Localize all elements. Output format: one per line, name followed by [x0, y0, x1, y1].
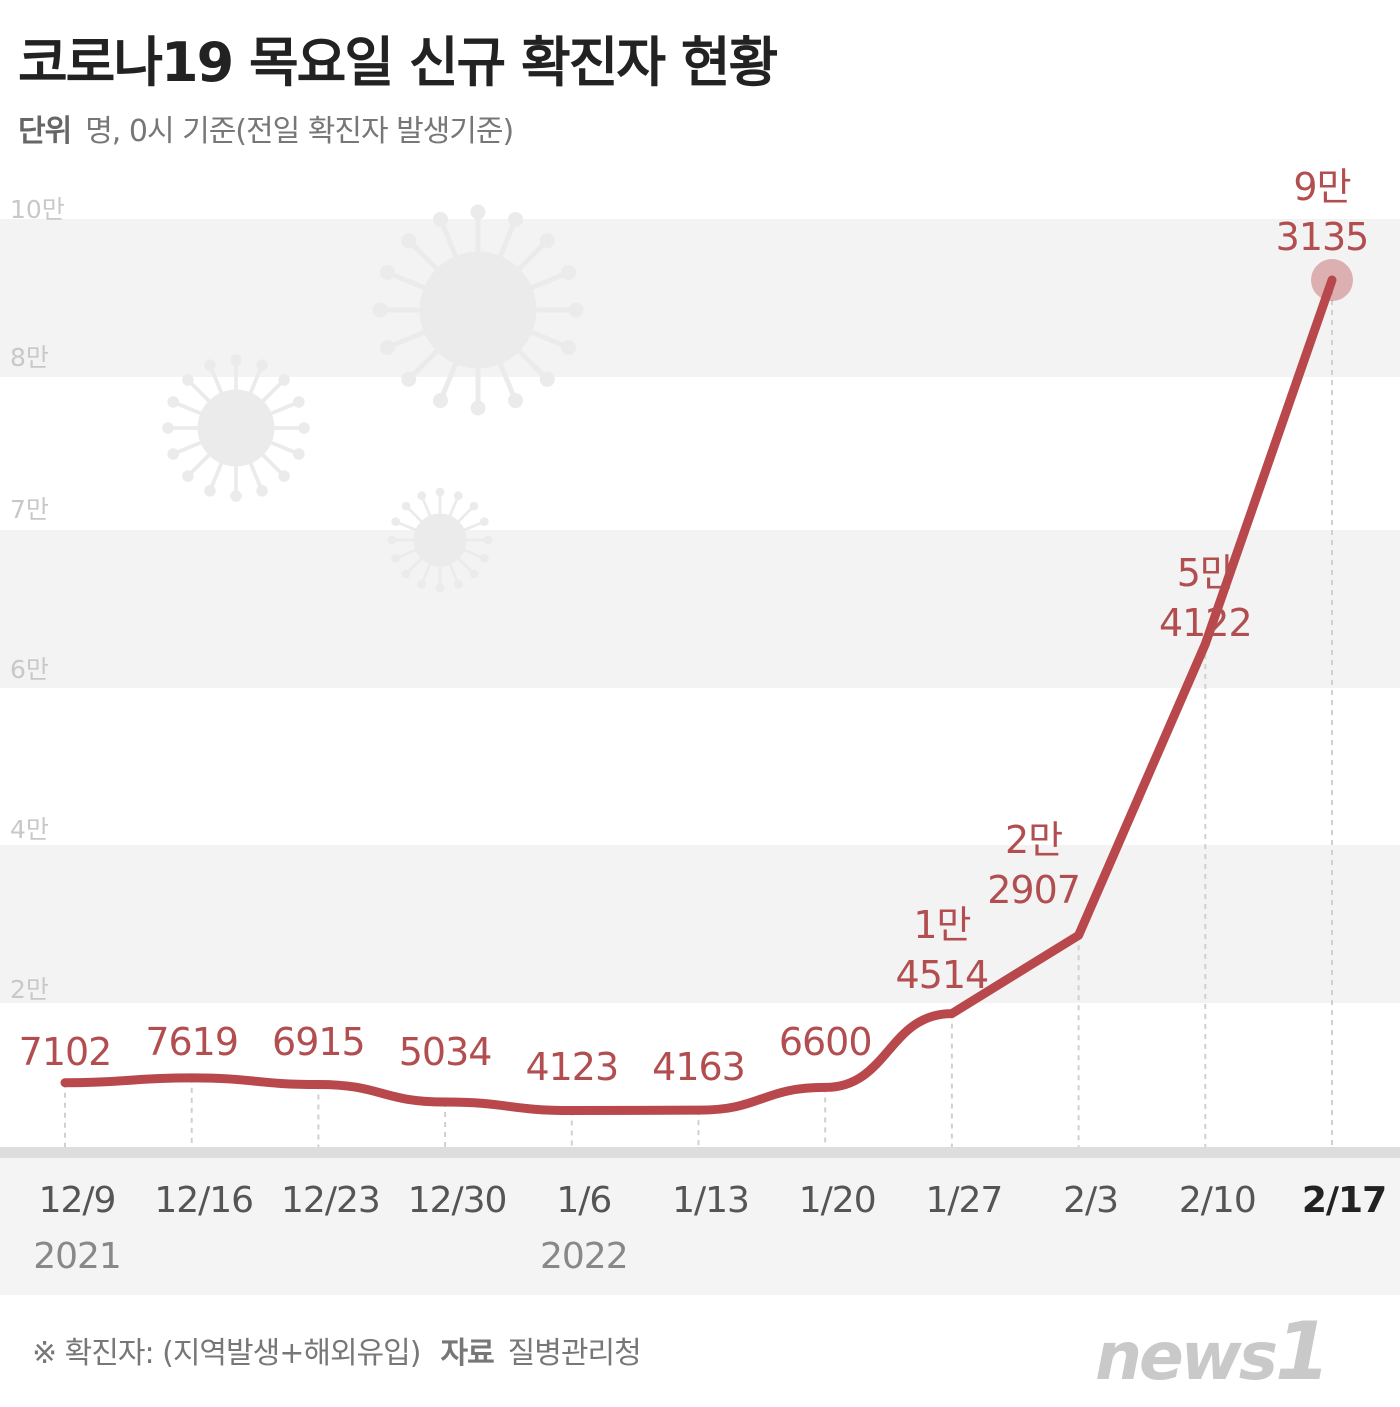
data-label-line: 5034 — [398, 1030, 493, 1074]
x-tick: 2/17 — [1301, 1180, 1387, 1221]
data-label-line: 2907 — [987, 868, 1081, 912]
data-point — [314, 1080, 323, 1089]
footer: ※ 확진자: (지역발생+해외유입) 자료 질병관리청 — [32, 1328, 642, 1372]
data-point — [61, 1078, 69, 1087]
data-label-line: 7619 — [145, 1020, 239, 1064]
data-label: 6600 — [778, 1017, 873, 1067]
x-tick: 12/16 — [154, 1180, 254, 1221]
data-point — [694, 1106, 703, 1115]
data-label: 4123 — [525, 1042, 619, 1092]
data-point — [567, 1106, 576, 1115]
y-tick: 7만 — [10, 495, 49, 524]
data-point — [1328, 276, 1336, 285]
data-label: 5034 — [398, 1027, 493, 1077]
x-tick: 2/10 — [1178, 1180, 1257, 1221]
x-tick: 12/23 — [281, 1180, 381, 1221]
virus-icon — [387, 487, 493, 593]
x-axis-line — [0, 1147, 1400, 1158]
grid-band — [0, 530, 1400, 688]
data-point — [821, 1083, 830, 1092]
y-tick: 6만 — [10, 655, 49, 684]
y-tick: 2만 — [10, 975, 49, 1004]
x-tick: 12/30 — [407, 1180, 508, 1221]
data-label-line: 7102 — [18, 1030, 113, 1074]
data-label: 2만 2907 — [987, 815, 1081, 915]
data-label-line: 6915 — [272, 1020, 366, 1064]
source-label: 자료 — [440, 1336, 494, 1371]
unit-note: 단위 명, 0시 기준(전일 확진자 발생기준) — [18, 106, 514, 150]
unit-text: 명, 0시 기준(전일 확진자 발생기준) — [85, 114, 514, 149]
data-point — [1074, 931, 1083, 940]
series-line — [60, 275, 1337, 1116]
data-label-line: 3135 — [1275, 215, 1370, 259]
data-label-line: 4123 — [525, 1045, 619, 1089]
data-label: 7619 — [145, 1017, 239, 1067]
data-point — [187, 1073, 196, 1082]
data-label-line: 4163 — [652, 1045, 746, 1089]
data-label-line: 6600 — [778, 1020, 873, 1064]
grid-band — [0, 219, 1400, 377]
y-tick: 8만 — [10, 343, 49, 372]
year-label: 2022 — [539, 1236, 629, 1277]
footnote: ※ 확진자: (지역발생+해외유입) — [32, 1336, 421, 1371]
unit-label: 단위 — [18, 114, 72, 149]
data-label: 5만 4122 — [1158, 548, 1253, 648]
x-tick: 2/3 — [1063, 1180, 1119, 1221]
x-tick: 1/27 — [925, 1180, 1003, 1221]
data-point — [1201, 640, 1210, 649]
x-tick: 1/6 — [556, 1180, 612, 1221]
x-axis-band — [0, 1158, 1400, 1295]
data-point — [947, 1009, 956, 1018]
data-label-line: 4514 — [895, 953, 990, 997]
data-label-line: 4122 — [1158, 601, 1253, 645]
data-label-line: 9만 — [1293, 165, 1351, 209]
x-tick: 1/13 — [672, 1180, 750, 1221]
page-title: 코로나19 목요일 신규 확진자 현황 — [18, 31, 778, 94]
virus-icon — [372, 204, 584, 416]
virus-icon — [162, 354, 310, 502]
data-label-line: 5만 — [1176, 551, 1235, 595]
data-label-line: 2만 — [1005, 818, 1063, 862]
data-label: 1만 4514 — [895, 900, 990, 1000]
data-label: 4163 — [652, 1042, 746, 1092]
grid-band — [0, 845, 1400, 1003]
y-tick: 4만 — [10, 815, 49, 844]
x-tick: 1/20 — [798, 1180, 877, 1221]
data-point — [441, 1098, 450, 1107]
data-label-line: 1만 — [913, 903, 971, 947]
data-label: 9만 3135 — [1275, 162, 1370, 262]
news1-logo: news1 — [1095, 1305, 1331, 1398]
source: 질병관리청 — [507, 1336, 642, 1371]
y-tick: 10만 — [10, 195, 65, 224]
data-label: 6915 — [272, 1017, 366, 1067]
year-label: 2021 — [33, 1236, 122, 1277]
data-label: 7102 — [18, 1027, 113, 1077]
x-tick: 12/9 — [38, 1180, 117, 1221]
